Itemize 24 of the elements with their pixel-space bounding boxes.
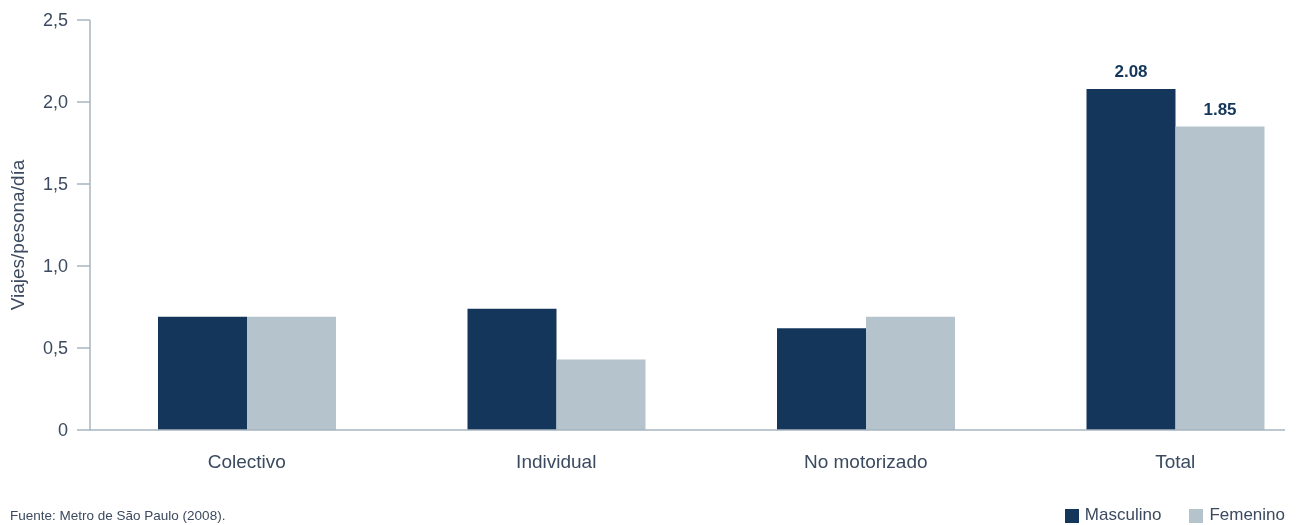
bar	[866, 316, 955, 430]
x-tick-label: Individual	[516, 451, 597, 473]
y-axis-title: Viajes/pesona/día	[7, 159, 29, 311]
y-tick-label: 0	[57, 420, 68, 441]
bar	[467, 308, 557, 430]
bar	[1086, 88, 1176, 430]
source-note: Fuente: Metro de São Paulo (2008).	[10, 508, 226, 523]
x-tick-label: Total	[1155, 451, 1196, 473]
bar	[158, 316, 247, 430]
bar	[556, 359, 646, 430]
bar	[777, 328, 866, 430]
data-label: 1.85	[1203, 99, 1237, 119]
y-tick-label: 2,5	[42, 10, 68, 31]
x-tick-label: No motorizado	[803, 451, 928, 473]
y-tick-label: 1,5	[42, 174, 68, 195]
legend-label: Femenino	[1209, 505, 1285, 524]
data-label: 2.08	[1114, 61, 1148, 81]
x-tick-label: Colectivo	[207, 451, 286, 473]
y-tick-label: 2,0	[42, 92, 68, 113]
y-tick-label: 0,5	[42, 338, 68, 359]
legend-label: Masculino	[1084, 505, 1162, 524]
bar	[247, 316, 336, 430]
bar	[1175, 126, 1265, 430]
y-tick-label: 1,0	[42, 256, 68, 277]
